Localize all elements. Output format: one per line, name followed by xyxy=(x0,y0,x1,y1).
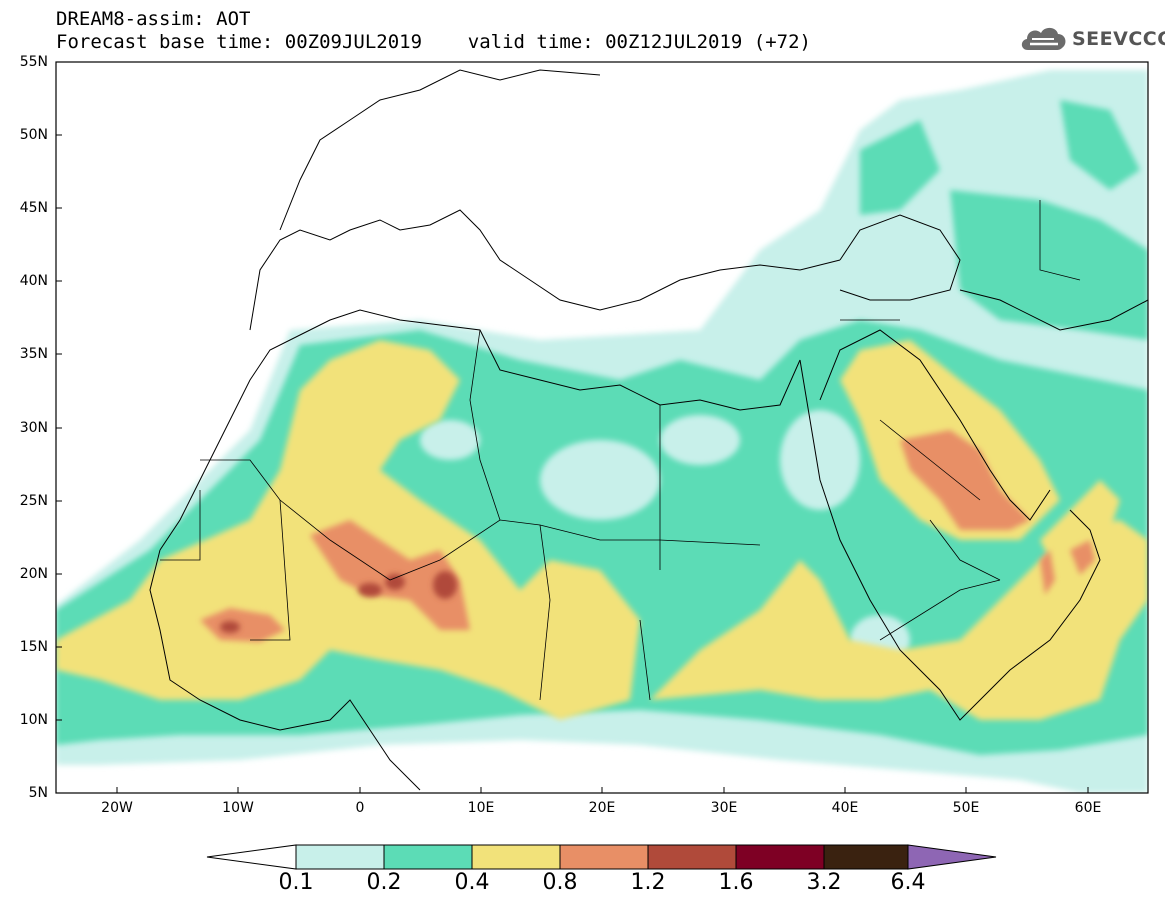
lat-label: 45N xyxy=(19,200,48,216)
colorbar-segment-1 xyxy=(295,844,385,870)
forecast-times: Forecast base time: 00Z09JUL2019 valid t… xyxy=(56,31,811,53)
lat-label: 15N xyxy=(19,639,48,655)
lon-label: 0 xyxy=(355,800,365,816)
axis-ticks xyxy=(56,61,1089,793)
lat-label: 20N xyxy=(19,566,48,582)
lon-label: 30E xyxy=(710,800,738,816)
colorbar-label: 0.1 xyxy=(278,870,314,895)
colorbar-label: 0.2 xyxy=(366,870,402,895)
lon-label: 40E xyxy=(831,800,859,816)
aot-field xyxy=(56,70,1148,793)
logo-text: SEEVCCC xyxy=(1072,28,1165,50)
lon-label: 20W xyxy=(101,800,133,816)
lat-label: 40N xyxy=(19,273,48,289)
cloud-icon xyxy=(1021,27,1066,50)
colorbar-low-arrow xyxy=(206,844,297,870)
colorbar-segment-4 xyxy=(559,844,649,870)
lat-label: 30N xyxy=(19,420,48,436)
colorbar-segment-3 xyxy=(471,844,561,870)
borders xyxy=(160,200,1081,701)
colorbar-segment-2 xyxy=(383,844,473,870)
coastlines xyxy=(149,69,1148,791)
aot-band-0-8 xyxy=(200,430,1095,642)
colorbar-segment-5 xyxy=(647,844,737,870)
lat-label: 10N xyxy=(19,712,48,728)
lon-label: 20E xyxy=(588,800,616,816)
map-title: DREAM8-assim: AOT xyxy=(56,8,251,30)
colorbar-label: 6.4 xyxy=(890,870,926,895)
colorbar xyxy=(206,844,997,870)
aot-band-1-2 xyxy=(220,571,457,633)
lon-label: 10E xyxy=(467,800,495,816)
lat-label: 50N xyxy=(19,127,48,143)
colorbar-label: 0.8 xyxy=(542,870,578,895)
lon-label: 60E xyxy=(1074,800,1102,816)
colorbar-label: 0.4 xyxy=(454,870,490,895)
lat-label: 55N xyxy=(19,54,48,70)
lon-label: 50E xyxy=(952,800,980,816)
lat-label: 35N xyxy=(19,346,48,362)
lat-label: 5N xyxy=(28,785,48,801)
seevccc-logo: SEEVCCC xyxy=(1018,22,1165,56)
colorbar-segment-6 xyxy=(735,844,825,870)
colorbar-label: 1.6 xyxy=(718,870,754,895)
colorbar-label: 3.2 xyxy=(806,870,842,895)
colorbar-segment-7 xyxy=(823,844,909,870)
lat-label: 25N xyxy=(19,493,48,509)
lon-label: 10W xyxy=(222,800,254,816)
colorbar-high-arrow xyxy=(907,844,997,870)
colorbar-label: 1.2 xyxy=(630,870,666,895)
